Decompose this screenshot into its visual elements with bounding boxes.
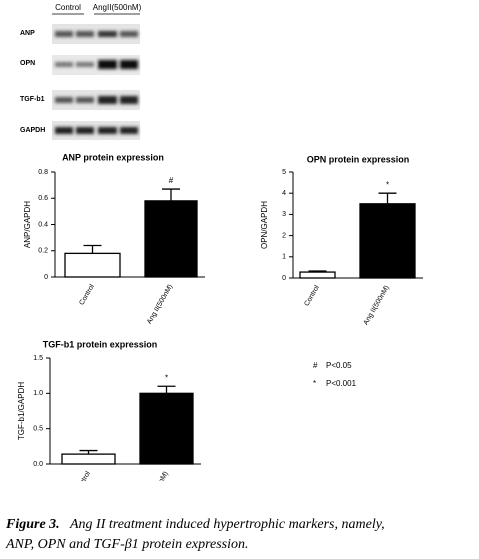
x-tick-label: Ang II(500nM) [146, 283, 174, 325]
y-tick-label: 1 [282, 254, 286, 261]
chart: ANP protein expression ANP/GAPDH 0 0.2 0.4 0.… [23, 152, 205, 325]
bar [64, 252, 121, 278]
annotation: * [165, 373, 168, 382]
note-text: P<0.001 [326, 379, 357, 388]
note-symbol: * [313, 379, 316, 388]
bar [359, 203, 416, 279]
chart-title: ANP protein expression [62, 152, 164, 162]
y-tick-label: 0.2 [38, 248, 48, 255]
y-tick-label: 3 [282, 211, 286, 218]
note-text: P<0.05 [326, 361, 352, 370]
y-tick-label: 0.5 [33, 426, 43, 433]
bar [139, 392, 194, 465]
caption-label: Figure 3. [5, 517, 60, 532]
y-tick-label: 0.4 [38, 221, 48, 228]
blot-group: AngII(500nM) [93, 3, 142, 12]
y-axis-label: TGF-b1/GAPDH [17, 382, 26, 440]
chart-title: TGF-b1 protein expression [43, 339, 158, 349]
blot-row-label: OPN [20, 60, 35, 67]
y-axis-label: ANP/GAPDH [23, 201, 32, 248]
y-tick-label: 0.0 [33, 461, 43, 468]
y-tick-label: 4 [282, 190, 286, 197]
y-tick-label: 2 [282, 232, 286, 239]
annotation: * [386, 180, 389, 189]
bar [299, 271, 336, 279]
caption-text: Ang II treatment induced hypertrophic ma… [69, 517, 385, 532]
bar [61, 453, 116, 465]
annotation: # [169, 176, 174, 185]
x-tick-label: Ang II(500nM) [142, 470, 170, 512]
note-symbol: # [313, 361, 318, 370]
chart: OPN protein expression OPN/GAPDH 0 1 2 3 4 5 Con… [260, 154, 423, 326]
x-tick-label: Control [303, 284, 321, 307]
y-tick-label: 1.5 [33, 355, 43, 362]
bar [144, 200, 198, 278]
x-tick-label: Control [78, 283, 96, 306]
y-tick-label: 5 [282, 169, 286, 176]
chart-title: OPN protein expression [307, 154, 410, 164]
blot-group: Control [55, 3, 81, 12]
blot-row-label: GAPDH [20, 127, 45, 134]
blot-row-label: TGF-b1 [20, 96, 45, 103]
y-tick-label: 0 [44, 274, 48, 281]
x-tick-label: Control [74, 470, 92, 493]
y-tick-label: 0 [282, 275, 286, 282]
caption-text: ANP, OPN and TGF-β1 protein expression. [5, 537, 249, 552]
y-tick-label: 0.6 [38, 195, 48, 202]
chart: TGF-b1 protein expression TGF-b1/GAPDH 0.0… [17, 339, 201, 512]
x-tick-label: Ang II(500nM) [363, 284, 391, 326]
y-axis-label: OPN/GAPDH [260, 201, 269, 249]
y-tick-label: 1.0 [33, 390, 43, 397]
blot-bands [52, 24, 140, 140]
blot-row-label: ANP [20, 30, 35, 37]
y-tick-label: 0.8 [38, 169, 48, 176]
